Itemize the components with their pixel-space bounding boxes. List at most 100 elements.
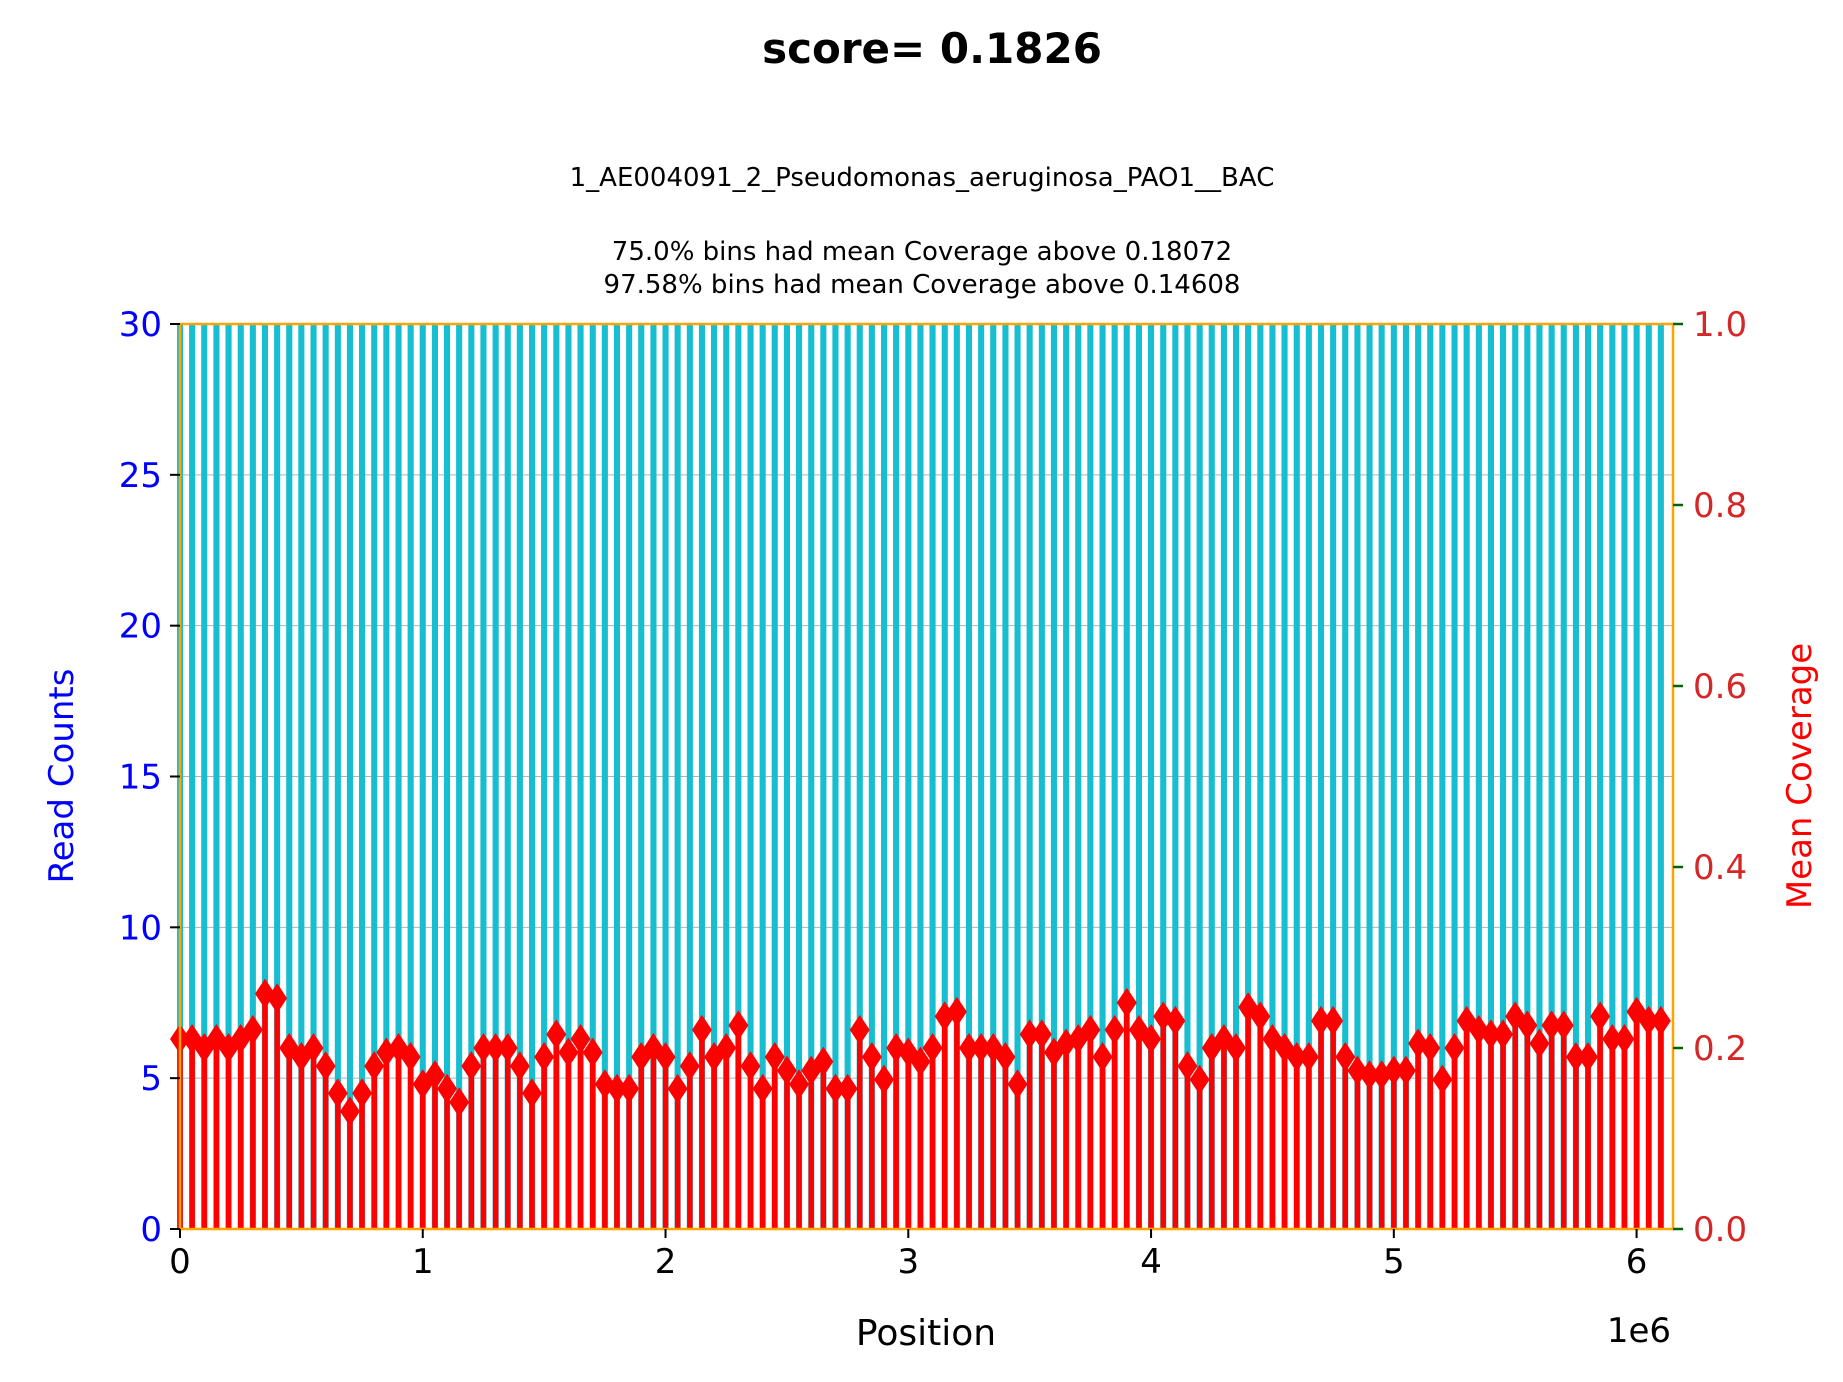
mean-coverage-stem bbox=[857, 1029, 863, 1229]
mean-coverage-stem bbox=[1196, 1079, 1203, 1229]
mean-coverage-marker bbox=[1310, 1005, 1331, 1036]
right-y-tick-label: 0.4 bbox=[1693, 848, 1747, 888]
left-y-tick-label: 10 bbox=[119, 908, 162, 948]
read-count-bar bbox=[650, 324, 657, 1229]
left-y-axis: 0 5 10 15 20 25 30 bbox=[119, 305, 180, 1250]
mean-coverage-stem bbox=[1621, 1039, 1628, 1229]
mean-coverage-stem bbox=[1184, 1066, 1191, 1229]
mean-coverage-stem bbox=[1294, 1057, 1300, 1229]
left-y-tick-label: 15 bbox=[119, 758, 162, 798]
read-count-bar bbox=[1038, 324, 1045, 1229]
mean-coverage-stem bbox=[1561, 1025, 1567, 1229]
mean-coverage-marker bbox=[1019, 1019, 1040, 1050]
read-count-bar bbox=[832, 324, 839, 1229]
read-count-bar bbox=[1148, 324, 1155, 1229]
mean-coverage-stem bbox=[674, 1088, 681, 1229]
chart-subtitle-line-2: 75.0% bins had mean Coverage above 0.180… bbox=[612, 237, 1232, 267]
read-count-bar bbox=[723, 324, 730, 1229]
left-y-axis-label: Read Counts bbox=[42, 669, 82, 884]
mean-coverage-stem bbox=[638, 1057, 644, 1229]
mean-coverage-stem bbox=[1573, 1057, 1579, 1229]
mean-coverage-stem bbox=[1136, 1029, 1142, 1229]
read-count-bar bbox=[953, 324, 960, 1229]
mean-coverage-marker bbox=[1517, 1010, 1538, 1041]
read-count-bar bbox=[1342, 324, 1349, 1229]
mean-coverage-stem bbox=[456, 1102, 462, 1229]
mean-coverage-stem bbox=[832, 1088, 839, 1229]
read-count-bar bbox=[735, 324, 742, 1229]
mean-coverage-marker bbox=[619, 1073, 640, 1104]
mean-coverage-stem bbox=[310, 1048, 317, 1229]
mean-coverage-marker bbox=[1578, 1042, 1599, 1073]
mean-coverage-stem bbox=[954, 1011, 960, 1229]
left-y-tick-label: 20 bbox=[119, 607, 162, 647]
mean-coverage-marker bbox=[606, 1073, 627, 1104]
mean-coverage-marker bbox=[1141, 1023, 1162, 1054]
x-tick-label: 1 bbox=[412, 1242, 434, 1282]
mean-coverage-stem bbox=[1075, 1039, 1081, 1229]
read-count-bar bbox=[1585, 324, 1592, 1229]
mean-coverage-stem bbox=[286, 1048, 292, 1229]
mean-coverage-stem bbox=[225, 1048, 232, 1229]
mean-coverage-stem bbox=[1609, 1039, 1616, 1229]
left-y-tick-label: 30 bbox=[119, 305, 162, 345]
read-count-bar bbox=[1439, 324, 1446, 1229]
mean-coverage-stem bbox=[1039, 1034, 1045, 1229]
read-count-bar bbox=[261, 324, 268, 1229]
mean-coverage-marker bbox=[1359, 1060, 1380, 1091]
mean-coverage-marker bbox=[849, 1014, 870, 1045]
mean-coverage-stem bbox=[505, 1048, 511, 1229]
mean-coverage-stem bbox=[189, 1039, 195, 1229]
read-count-bar bbox=[322, 324, 329, 1229]
mean-coverage-stem bbox=[699, 1029, 705, 1229]
x-tick-label: 5 bbox=[1383, 1242, 1405, 1282]
mean-coverage-stem bbox=[662, 1057, 669, 1229]
mean-coverage-marker bbox=[837, 1073, 858, 1104]
mean-coverage-marker bbox=[874, 1064, 895, 1095]
read-count-bar bbox=[1075, 324, 1082, 1229]
mean-coverage-marker bbox=[339, 1096, 360, 1127]
mean-coverage-marker bbox=[437, 1073, 458, 1104]
mean-coverage-marker bbox=[728, 1010, 749, 1041]
read-count-bar bbox=[286, 324, 293, 1229]
read-count-bar bbox=[686, 324, 693, 1229]
read-count-bar bbox=[1463, 324, 1470, 1229]
read-count-bar bbox=[808, 324, 815, 1229]
read-count-bars bbox=[177, 324, 1664, 1229]
mean-coverage-stem bbox=[929, 1048, 936, 1229]
chart-title: score= 0.1826 bbox=[762, 24, 1102, 73]
mean-coverage-marker bbox=[910, 1046, 931, 1077]
mean-coverage-stem bbox=[1354, 1070, 1361, 1229]
read-count-bar bbox=[407, 324, 414, 1229]
read-count-bar bbox=[796, 324, 803, 1229]
mean-coverage-marker bbox=[1323, 1005, 1344, 1036]
mean-coverage-marker bbox=[1626, 996, 1647, 1027]
mean-coverage-stem bbox=[1148, 1039, 1154, 1229]
read-count-bar bbox=[747, 324, 754, 1229]
left-y-tick-label: 5 bbox=[140, 1059, 162, 1099]
mean-coverage-stem bbox=[1269, 1039, 1276, 1229]
x-tick-label: 4 bbox=[1140, 1242, 1162, 1282]
mean-coverage-marker bbox=[1068, 1023, 1089, 1054]
right-y-tick-label: 0.8 bbox=[1693, 486, 1747, 526]
read-count-bar bbox=[201, 324, 208, 1229]
mean-coverage-marker bbox=[1080, 1014, 1101, 1045]
mean-coverage-stem bbox=[347, 1111, 353, 1229]
mean-coverage-stem bbox=[747, 1066, 754, 1229]
mean-coverage-stem bbox=[480, 1048, 487, 1229]
mean-coverage-marker bbox=[230, 1023, 251, 1054]
mean-coverage-marker bbox=[1650, 1005, 1671, 1036]
mean-coverage-marker bbox=[1553, 1010, 1574, 1041]
mean-coverage-stem bbox=[420, 1084, 426, 1229]
mean-coverage-marker bbox=[971, 1033, 992, 1063]
read-count-bar bbox=[662, 324, 669, 1229]
mean-coverage-stem bbox=[444, 1088, 450, 1229]
mean-coverage-stem bbox=[735, 1025, 742, 1229]
mean-coverage-marker bbox=[315, 1051, 336, 1082]
read-count-bar bbox=[565, 324, 572, 1229]
read-count-bar bbox=[1099, 324, 1106, 1229]
read-count-bar bbox=[1123, 324, 1130, 1229]
mean-coverage-marker bbox=[1638, 1005, 1659, 1036]
mean-coverage-stem bbox=[1366, 1075, 1373, 1229]
mean-coverage-marker bbox=[946, 996, 967, 1027]
